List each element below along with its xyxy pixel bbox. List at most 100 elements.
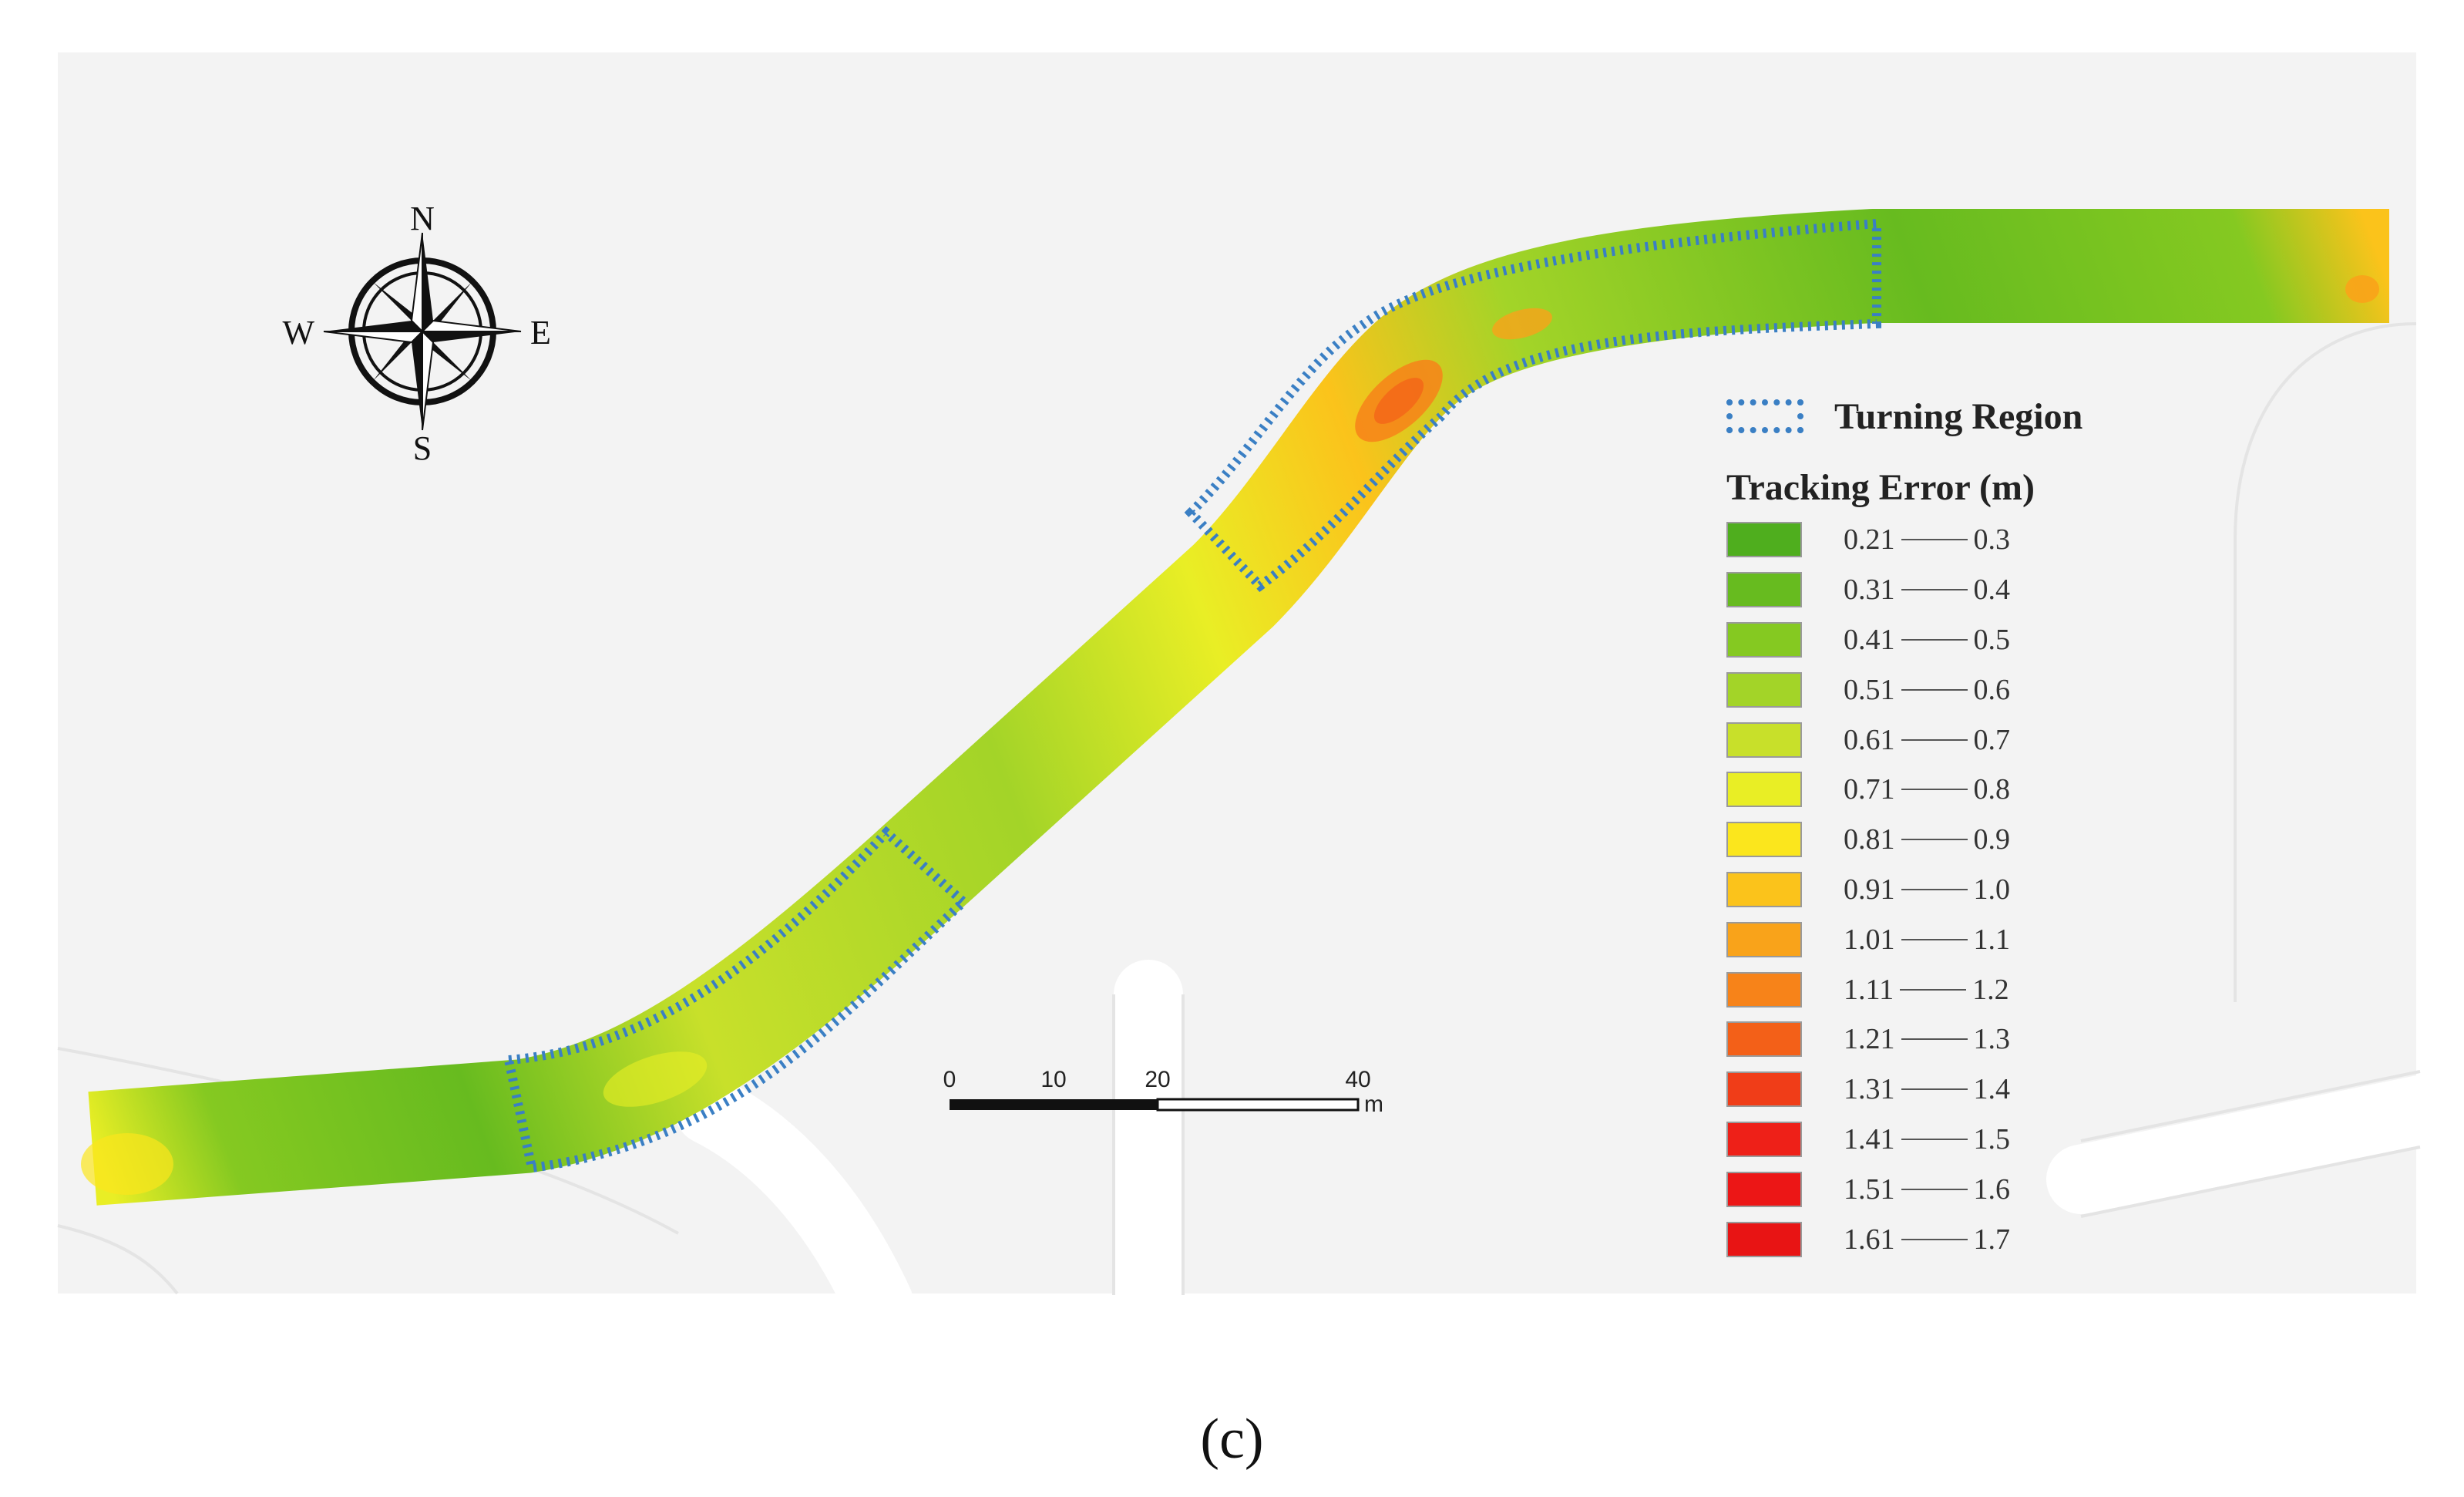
legend-range-high: 0.8 bbox=[1973, 773, 2011, 806]
legend-item: 0.51 0.6 bbox=[1726, 664, 2266, 715]
legend-range: 0.21 0.3 bbox=[1844, 523, 2010, 557]
legend-range: 0.61 0.7 bbox=[1844, 723, 2010, 757]
legend-range-high: 1.0 bbox=[1973, 873, 2011, 906]
legend-range-high: 0.5 bbox=[1973, 623, 2011, 656]
legend-range-high: 0.3 bbox=[1973, 523, 2011, 557]
legend-range-high: 1.3 bbox=[1973, 1023, 2011, 1056]
legend-range-dash bbox=[1901, 688, 1968, 691]
legend-range: 0.91 1.0 bbox=[1844, 873, 2010, 907]
legend-range: 1.41 1.5 bbox=[1844, 1122, 2010, 1156]
legend-swatch bbox=[1726, 871, 1802, 907]
legend-range-low: 1.11 bbox=[1844, 973, 1894, 1006]
legend-item: 0.31 0.4 bbox=[1726, 565, 2266, 615]
legend-swatch bbox=[1726, 1121, 1802, 1157]
legend-range: 1.61 1.7 bbox=[1844, 1223, 2010, 1256]
legend-range-high: 0.9 bbox=[1973, 823, 2011, 856]
legend-range-dash bbox=[1901, 1038, 1968, 1041]
legend-range-low: 0.31 bbox=[1844, 574, 1895, 607]
legend-range-high: 1.5 bbox=[1973, 1122, 2011, 1156]
legend-item: 0.21 0.3 bbox=[1726, 515, 2266, 565]
legend-range: 0.81 0.9 bbox=[1844, 823, 2010, 856]
legend-swatch bbox=[1726, 772, 1802, 808]
legend-swatch bbox=[1726, 722, 1802, 758]
legend-range-low: 0.91 bbox=[1844, 873, 1895, 906]
compass-west: W bbox=[282, 314, 314, 352]
legend-swatch bbox=[1726, 522, 1802, 558]
legend-range-dash bbox=[1901, 1188, 1968, 1190]
legend-swatch bbox=[1726, 1171, 1802, 1207]
tracking-path-band bbox=[88, 209, 2389, 1206]
legend-range-low: 0.21 bbox=[1844, 523, 1895, 557]
panel-label: (c) bbox=[1200, 1408, 1264, 1471]
legend-range-low: 1.61 bbox=[1844, 1223, 1895, 1256]
legend-range-high: 1.6 bbox=[1973, 1172, 2011, 1206]
legend-range-dash bbox=[1901, 888, 1968, 890]
scale-tick-40: 40 bbox=[1345, 1067, 1370, 1092]
legend-range-low: 0.51 bbox=[1844, 673, 1895, 706]
legend-range-dash bbox=[1901, 638, 1968, 641]
legend-range-dash bbox=[1901, 839, 1968, 841]
scale-unit: m bbox=[1364, 1092, 1383, 1117]
legend-range-high: 0.7 bbox=[1973, 723, 2011, 756]
legend-range-low: 1.51 bbox=[1844, 1172, 1895, 1206]
turning-region-legend-entry: Turning Region bbox=[1726, 385, 2266, 447]
legend-range: 0.71 0.8 bbox=[1844, 772, 2010, 806]
compass-north: N bbox=[410, 200, 435, 237]
legend-color-scale: 0.21 0.3 0.31 0.4 0.41 0.5 0.51 0.6 0.61 0.7 0.71 0… bbox=[1726, 515, 2266, 1264]
legend-item: 0.41 0.5 bbox=[1726, 615, 2266, 665]
legend-range-high: 1.1 bbox=[1973, 923, 2011, 956]
legend-range-high: 1.7 bbox=[1973, 1223, 2011, 1256]
legend-item: 0.61 0.7 bbox=[1726, 715, 2266, 765]
legend-range-dash bbox=[1901, 589, 1968, 591]
compass-rose: N S E W bbox=[282, 200, 550, 467]
legend-range-low: 0.41 bbox=[1844, 623, 1895, 656]
legend-swatch bbox=[1726, 671, 1802, 708]
legend-range-high: 1.2 bbox=[1972, 973, 2009, 1006]
legend-range-dash bbox=[1901, 1138, 1968, 1140]
legend-range: 1.31 1.4 bbox=[1844, 1072, 2010, 1106]
turning-region-outlines bbox=[503, 218, 1881, 1173]
legend-item: 1.61 1.7 bbox=[1726, 1214, 2266, 1264]
scale-tick-10: 10 bbox=[1040, 1067, 1066, 1092]
legend-range-high: 0.6 bbox=[1973, 673, 2011, 706]
legend-range-low: 0.81 bbox=[1844, 823, 1895, 856]
legend-range-dash bbox=[1901, 1088, 1968, 1091]
scale-tick-20: 20 bbox=[1145, 1067, 1170, 1092]
legend-swatch bbox=[1726, 621, 1802, 658]
legend-range-dash bbox=[1900, 988, 1967, 991]
legend-range-low: 1.31 bbox=[1844, 1073, 1895, 1106]
turning-region-label: Turning Region bbox=[1834, 395, 2083, 437]
legend-range: 0.51 0.6 bbox=[1844, 673, 2010, 707]
legend-range: 1.11 1.2 bbox=[1844, 973, 2009, 1007]
legend: Turning Region Tracking Error (m) 0.21 0.… bbox=[1726, 385, 2266, 1264]
legend-swatch bbox=[1726, 921, 1802, 957]
legend-item: 1.01 1.1 bbox=[1726, 914, 2266, 964]
legend-range-dash bbox=[1901, 738, 1968, 741]
legend-item: 1.41 1.5 bbox=[1726, 1115, 2266, 1165]
legend-swatch bbox=[1726, 1021, 1802, 1058]
legend-item: 1.51 1.6 bbox=[1726, 1164, 2266, 1214]
legend-swatch bbox=[1726, 971, 1802, 1008]
legend-range: 1.21 1.3 bbox=[1844, 1022, 2010, 1056]
legend-swatch bbox=[1726, 1221, 1802, 1257]
legend-range-dash bbox=[1901, 539, 1968, 541]
legend-range-dash bbox=[1901, 789, 1968, 791]
legend-range: 0.41 0.5 bbox=[1844, 623, 2010, 657]
legend-range-low: 0.71 bbox=[1844, 773, 1895, 806]
compass-east: E bbox=[530, 314, 551, 352]
legend-range-low: 1.41 bbox=[1844, 1122, 1895, 1156]
legend-range-high: 0.4 bbox=[1973, 574, 2011, 607]
legend-swatch bbox=[1726, 822, 1802, 858]
turning-region-1 bbox=[503, 826, 970, 1173]
legend-range: 1.01 1.1 bbox=[1844, 923, 2010, 957]
legend-item: 0.91 1.0 bbox=[1726, 865, 2266, 915]
legend-range-dash bbox=[1901, 1238, 1968, 1240]
legend-range-low: 0.61 bbox=[1844, 723, 1895, 756]
legend-item: 1.21 1.3 bbox=[1726, 1014, 2266, 1065]
legend-item: 0.81 0.9 bbox=[1726, 815, 2266, 865]
legend-item: 1.31 1.4 bbox=[1726, 1065, 2266, 1115]
legend-range-low: 1.21 bbox=[1844, 1023, 1895, 1056]
turning-region-swatch bbox=[1726, 399, 1803, 433]
compass-south: S bbox=[413, 429, 432, 467]
